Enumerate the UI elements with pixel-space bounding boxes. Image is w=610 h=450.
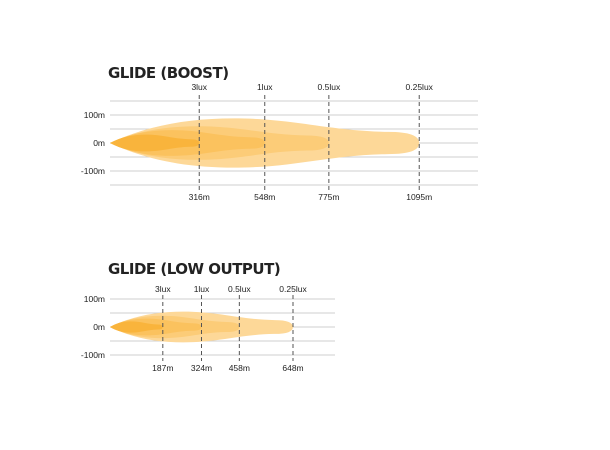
beam-3lux bbox=[110, 321, 163, 333]
y-tick-label: 100m bbox=[84, 294, 105, 304]
distance-label: 187m bbox=[152, 363, 173, 373]
distance-label: 324m bbox=[191, 363, 212, 373]
lux-label: 0.5lux bbox=[228, 284, 251, 294]
distance-label: 316m bbox=[189, 192, 210, 202]
chart-title: GLIDE (BOOST) bbox=[108, 64, 229, 82]
distance-label: 548m bbox=[254, 192, 275, 202]
chart-0: GLIDE (BOOST) 100m 0m -100m 0.25lux 1095m 0.5l… bbox=[81, 64, 478, 202]
y-tick-label: 0m bbox=[93, 322, 105, 332]
chart-1: GLIDE (LOW OUTPUT) 100m 0m -100m 0.25lux 648m… bbox=[81, 260, 335, 373]
y-tick-label: -100m bbox=[81, 350, 105, 360]
distance-label: 775m bbox=[318, 192, 339, 202]
distance-label: 458m bbox=[229, 363, 250, 373]
lux-label: 0.5lux bbox=[318, 82, 341, 92]
y-tick-label: 100m bbox=[84, 110, 105, 120]
y-tick-label: 0m bbox=[93, 138, 105, 148]
distance-label: 1095m bbox=[406, 192, 432, 202]
lux-label: 0.25lux bbox=[406, 82, 434, 92]
lux-label: 1lux bbox=[257, 82, 273, 92]
lux-label: 1lux bbox=[194, 284, 210, 294]
lux-label: 3lux bbox=[191, 82, 207, 92]
distance-label: 648m bbox=[282, 363, 303, 373]
lux-label: 3lux bbox=[155, 284, 171, 294]
lux-label: 0.25lux bbox=[279, 284, 307, 294]
chart-title: GLIDE (LOW OUTPUT) bbox=[108, 260, 280, 278]
y-tick-label: -100m bbox=[81, 166, 105, 176]
beam-3lux bbox=[110, 134, 200, 152]
